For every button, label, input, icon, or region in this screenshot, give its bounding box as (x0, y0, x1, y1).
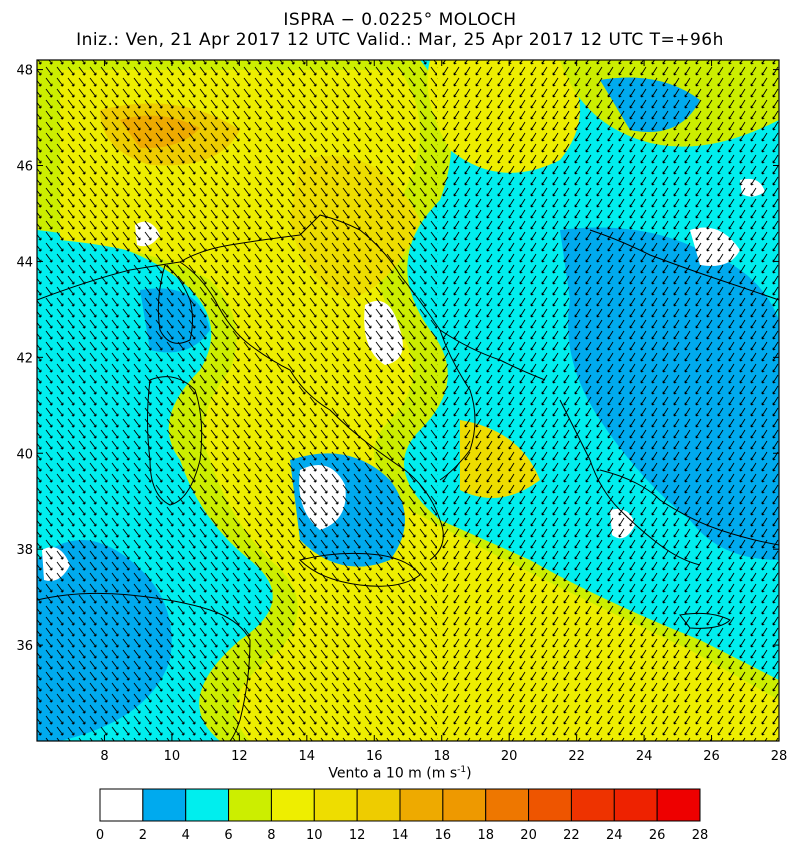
legend-tick-label: 28 (692, 828, 709, 843)
lon-tick-label: 26 (703, 749, 720, 764)
lon-tick-label: 12 (231, 749, 248, 764)
lat-tick-label: 38 (16, 543, 33, 558)
lat-tick-label: 42 (16, 351, 33, 366)
lon-tick-label: 22 (568, 749, 585, 764)
legend-tick-label: 16 (435, 828, 452, 843)
legend-title: Vento a 10 m (m s-1) (0, 765, 800, 782)
legend-tick-label: 26 (649, 828, 666, 843)
legend-colorbar (99, 788, 701, 822)
legend-swatch (613, 788, 658, 822)
legend-tick-label: 6 (224, 828, 232, 843)
legend-tick-label: 10 (306, 828, 323, 843)
lon-tick-label: 20 (501, 749, 518, 764)
legend-tick-label: 18 (477, 828, 494, 843)
legend-swatch (485, 788, 530, 822)
lon-tick-label: 18 (433, 749, 450, 764)
legend-swatch (656, 788, 701, 822)
legend-swatch (313, 788, 358, 822)
legend-tick-label: 12 (349, 828, 366, 843)
lat-tick-label: 40 (16, 447, 33, 462)
legend-tick-label: 2 (139, 828, 147, 843)
lat-tick-label: 46 (16, 160, 33, 175)
legend-swatch (570, 788, 615, 822)
legend-tick-label: 4 (182, 828, 190, 843)
legend-title-suffix: ) (466, 765, 472, 782)
lon-tick-label: 14 (299, 749, 316, 764)
lon-tick-label: 24 (636, 749, 653, 764)
legend-tick-label: 20 (520, 828, 537, 843)
lon-tick-label: 10 (164, 749, 181, 764)
legend-swatch (356, 788, 401, 822)
lat-tick-label: 36 (16, 639, 33, 654)
legend-tick-label: 22 (563, 828, 580, 843)
legend-swatch (99, 788, 144, 822)
legend-swatch (228, 788, 272, 822)
lat-tick-label: 48 (16, 64, 33, 79)
legend-swatch (185, 788, 230, 822)
legend-swatch (399, 788, 444, 822)
legend-title-exponent: -1 (457, 765, 467, 775)
map-title: ISPRA − 0.0225° MOLOCH (283, 10, 517, 30)
legend-tick-labels: 0 2 4 6 8 10 12 14 16 18 20 22 24 26 28 (96, 828, 708, 843)
lon-tick-label: 16 (366, 749, 383, 764)
latitude-axis: 48 46 44 42 40 38 36 (16, 64, 779, 654)
legend-swatch (142, 788, 187, 822)
legend-tick-label: 24 (606, 828, 623, 843)
legend-tick-label: 14 (392, 828, 409, 843)
lon-tick-label: 28 (771, 749, 788, 764)
legend-swatch (442, 788, 487, 822)
longitude-axis: 8 10 12 14 16 18 20 22 24 26 28 (100, 60, 787, 764)
coastlines (36, 214, 780, 742)
lon-tick-label: 8 (100, 749, 108, 764)
legend-title-prefix: Vento a 10 m (m s (328, 765, 458, 782)
lat-tick-label: 44 (16, 255, 33, 270)
wind-field (37, 60, 779, 741)
map-frame (36, 59, 780, 742)
map-subtitle: Iniz.: Ven, 21 Apr 2017 12 UTC Valid.: M… (76, 30, 724, 50)
legend-swatch (270, 788, 315, 822)
legend-swatch (528, 788, 572, 822)
legend-tick-label: 0 (96, 828, 104, 843)
legend-tick-label: 8 (267, 828, 275, 843)
